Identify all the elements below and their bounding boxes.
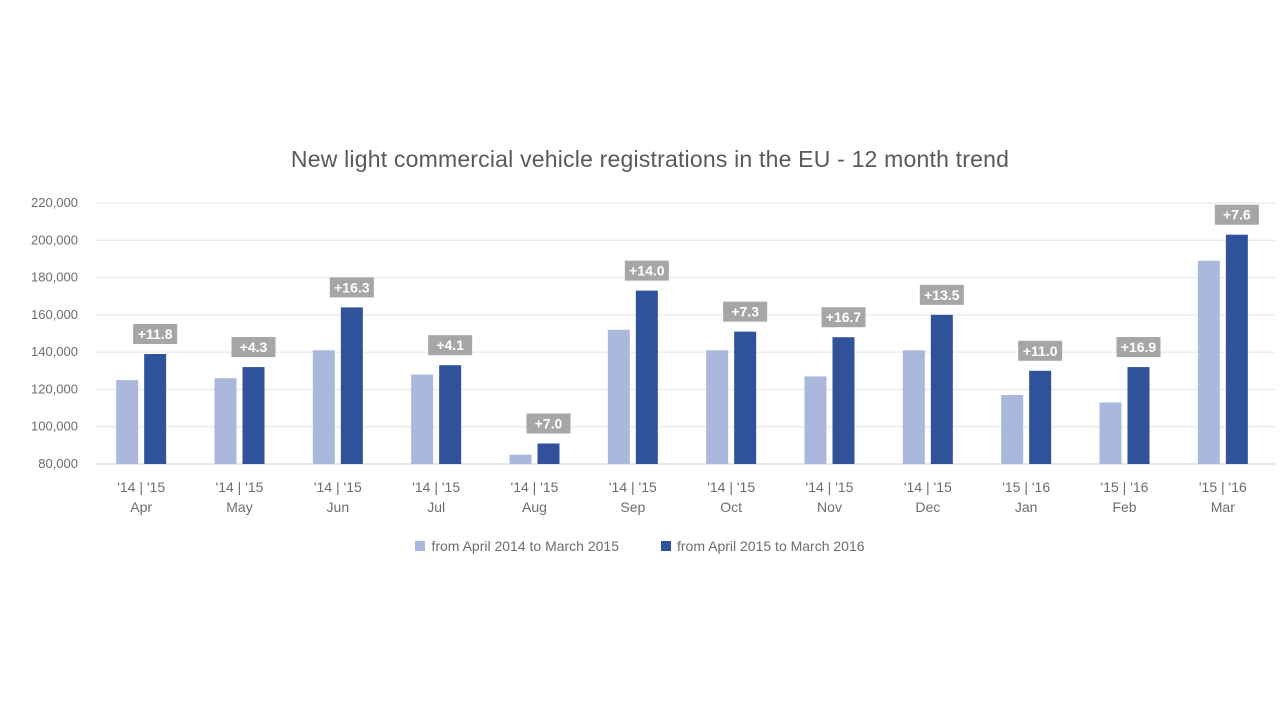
data-label: +4.3: [240, 339, 268, 355]
data-label-box: [723, 301, 768, 322]
data-label-box: [1116, 337, 1161, 358]
data-label: +7.6: [1223, 207, 1251, 223]
x-tick-label: Nov: [817, 499, 842, 515]
data-label-box: [231, 337, 276, 358]
x-tick-year-label: '14 | '15: [511, 479, 559, 495]
bar-series-2: [144, 354, 167, 464]
bar-series-2: [439, 365, 462, 464]
x-tick-year-label: '14 | '15: [806, 479, 854, 495]
x-tick-year-label: '14 | '15: [117, 479, 165, 495]
x-tick-year-label: '14 | '15: [314, 479, 362, 495]
x-tick-year-label: '15 | '16: [1002, 479, 1050, 495]
data-label-box: [624, 260, 669, 281]
x-tick-year-label: '14 | '15: [904, 479, 952, 495]
x-tick-label: Mar: [1211, 499, 1235, 515]
bar-series-2: [734, 331, 757, 464]
bar-series-1: [312, 350, 335, 464]
bar-series-2: [537, 443, 560, 464]
x-tick-label: Jan: [1015, 499, 1038, 515]
bar-series-1: [804, 376, 827, 464]
data-label-box: [1018, 340, 1063, 361]
x-tick-label: Apr: [130, 499, 152, 515]
x-tick-year-label: '15 | '16: [1199, 479, 1247, 495]
y-tick-label: 140,000: [31, 344, 78, 359]
data-label: +7.3: [731, 304, 759, 320]
data-label: +16.3: [334, 279, 370, 295]
x-tick-label: Sep: [620, 499, 645, 515]
bar-series-2: [1225, 234, 1248, 464]
bar-series-1: [509, 454, 532, 464]
x-tick-label: Feb: [1112, 499, 1136, 515]
bar-series-1: [116, 380, 139, 464]
legend-swatch-series-2: [661, 541, 671, 551]
data-label-box: [821, 307, 866, 328]
data-label: +11.8: [138, 326, 173, 342]
bar-series-1: [214, 378, 237, 464]
x-tick-year-label: '14 | '15: [216, 479, 264, 495]
data-label-box: [526, 413, 571, 434]
bar-series-2: [1127, 367, 1150, 464]
y-tick-label: 100,000: [31, 419, 78, 434]
x-tick-label: Jul: [427, 499, 445, 515]
data-label: +16.7: [826, 309, 862, 325]
y-tick-label: 180,000: [31, 270, 78, 285]
x-tick-year-label: '14 | '15: [707, 479, 755, 495]
x-tick-label: Oct: [720, 499, 742, 515]
data-label: +13.5: [924, 287, 960, 303]
legend-item-series-2: from April 2015 to March 2016: [661, 538, 865, 554]
legend-label-series-1: from April 2014 to March 2015: [431, 538, 619, 554]
x-tick-year-label: '14 | '15: [412, 479, 460, 495]
x-tick-year-label: '14 | '15: [609, 479, 657, 495]
bar-series-1: [1197, 260, 1220, 464]
bar-series-1: [902, 350, 925, 464]
bar-series-1: [411, 374, 434, 464]
y-tick-label: 120,000: [31, 381, 78, 396]
bar-series-1: [607, 329, 630, 464]
bar-series-1: [706, 350, 729, 464]
bar-series-2: [930, 314, 953, 464]
data-label: +7.0: [535, 415, 563, 431]
x-tick-label: Dec: [915, 499, 940, 515]
y-tick-label: 160,000: [31, 307, 78, 322]
data-label: +11.0: [1023, 343, 1058, 359]
data-label: +4.1: [436, 337, 464, 353]
legend-label-series-2: from April 2015 to March 2016: [677, 538, 865, 554]
legend: from April 2014 to March 2015 from April…: [0, 538, 1280, 554]
x-tick-label: May: [226, 499, 252, 515]
x-tick-year-label: '15 | '16: [1101, 479, 1149, 495]
bar-series-2: [340, 307, 363, 464]
bar-series-2: [242, 367, 265, 464]
data-label-box: [1214, 204, 1259, 225]
data-label-box: [919, 284, 964, 305]
data-label: +16.9: [1121, 339, 1157, 355]
y-tick-label: 220,000: [31, 195, 78, 210]
legend-item-series-1: from April 2014 to March 2015: [415, 538, 619, 554]
data-label: +14.0: [629, 263, 665, 279]
data-label-box: [133, 324, 178, 345]
y-tick-label: 80,000: [38, 456, 78, 471]
x-tick-label: Jun: [327, 499, 350, 515]
data-label-box: [428, 335, 473, 356]
bar-series-2: [635, 290, 658, 464]
data-label-box: [329, 277, 374, 298]
y-tick-label: 200,000: [31, 232, 78, 247]
bar-series-2: [832, 337, 855, 464]
legend-swatch-series-1: [415, 541, 426, 551]
bar-series-2: [1029, 370, 1052, 464]
bar-series-1: [1099, 402, 1122, 464]
bar-series-1: [1001, 395, 1024, 464]
chart-title: New light commercial vehicle registratio…: [290, 146, 1010, 172]
x-tick-label: Aug: [522, 499, 547, 515]
